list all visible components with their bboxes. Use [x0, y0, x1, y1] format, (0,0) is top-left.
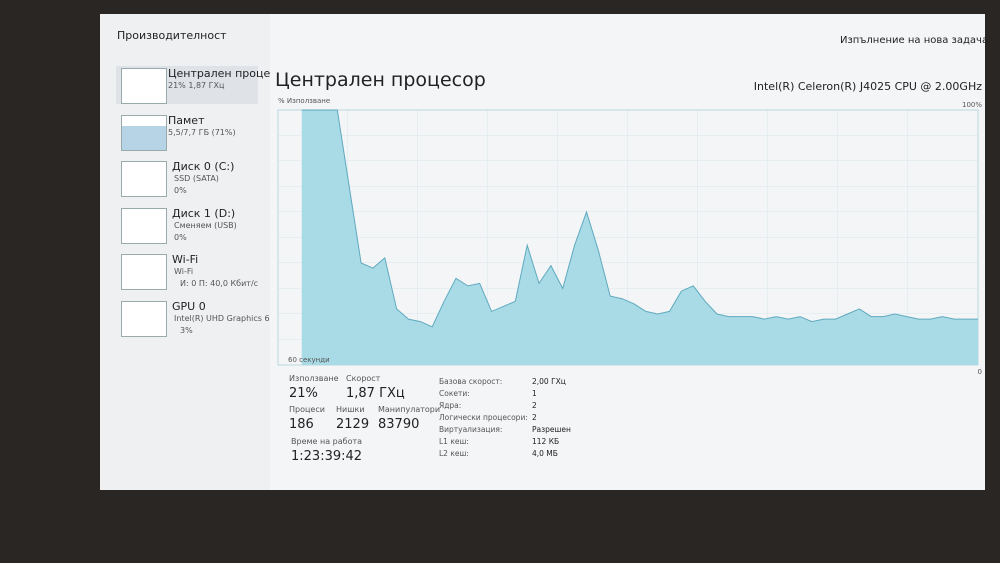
- item-detail: SSD (SATA): [174, 174, 219, 183]
- stat-value: 1:23:39:42: [291, 449, 363, 464]
- item-thumbnail: [121, 114, 167, 151]
- y-axis-label: % Използване: [278, 97, 331, 105]
- stat-value: 21%: [289, 386, 318, 401]
- stat-value: 186: [289, 417, 314, 432]
- stat-value: 1,87 ГХц: [346, 386, 405, 401]
- detail-label: L1 кеш:: [439, 437, 469, 446]
- x-axis-label: 60 секунди: [288, 356, 330, 364]
- item-thumbnail: [121, 68, 167, 104]
- item-detail: 21% 1,87 ГХц: [168, 81, 225, 90]
- stat-label: Нишки: [336, 405, 365, 414]
- item-detail: Wi-Fi: [174, 267, 194, 276]
- item-detail: Сменяем (USB): [174, 220, 237, 230]
- cpu-name: Intel(R) Celeron(R) J4025 CPU @ 2.00GHz: [753, 80, 982, 93]
- item-thumbnail: [121, 161, 167, 197]
- detail-label: L2 кеш:: [439, 449, 469, 458]
- detail-value: 2,00 ГХц: [532, 377, 566, 386]
- stat-value: 2129: [336, 417, 370, 432]
- detail-label: Виртуализация:: [439, 425, 503, 434]
- detail-label: Базова скорост:: [439, 377, 503, 386]
- item-usage: 0%: [174, 232, 187, 242]
- stat-label: Време на работа: [291, 437, 363, 446]
- item-name[interactable]: Памет: [168, 113, 205, 127]
- detail-label: Ядра:: [439, 401, 462, 410]
- y-tick-label: 0: [977, 368, 982, 376]
- detail-value: 1: [532, 389, 537, 398]
- item-name[interactable]: GPU 0: [172, 299, 206, 313]
- detail-value: 2: [532, 413, 537, 422]
- item-usage: 3%: [180, 325, 193, 335]
- y-tick-label: 100%: [961, 101, 982, 109]
- detail-value: 4,0 МБ: [532, 449, 558, 458]
- item-name[interactable]: Wi-Fi: [172, 253, 199, 266]
- header-title: Производителност: [117, 29, 227, 42]
- item-usage: 0%: [174, 186, 187, 195]
- item-usage: И: 0 П: 40,0 Кбит/с: [180, 279, 259, 288]
- detail-value: 2: [532, 401, 537, 410]
- item-thumbnail: [121, 254, 167, 290]
- item-name[interactable]: Диск 1 (D:): [172, 206, 236, 220]
- detail-label: Логически процесори:: [439, 413, 528, 422]
- page-title: Централен процесор: [275, 69, 486, 91]
- stat-value: 83790: [378, 417, 420, 432]
- detail-label: Сокети:: [439, 389, 470, 398]
- item-name[interactable]: Диск 0 (C:): [172, 160, 235, 173]
- item-detail: 5,5/7,7 ГБ (71%): [168, 127, 236, 137]
- item-detail: Intel(R) UHD Graphics 6: [174, 313, 270, 323]
- stat-label: Манипулатори: [378, 405, 441, 414]
- detail-value: 112 КБ: [532, 437, 560, 446]
- detail-value: Разрешен: [532, 425, 571, 434]
- item-thumbnail: [121, 207, 167, 244]
- item-thumbnail: [121, 300, 167, 337]
- stat-label: Процеси: [289, 405, 325, 414]
- new-task-button[interactable]: Изпълнение на нова задача: [840, 35, 989, 46]
- usage-line: [301, 109, 978, 328]
- item-name[interactable]: Централен проце: [168, 67, 271, 80]
- stat-label: Използване: [289, 374, 339, 383]
- usage-area: [301, 110, 978, 365]
- stat-label: Скорост: [346, 374, 381, 383]
